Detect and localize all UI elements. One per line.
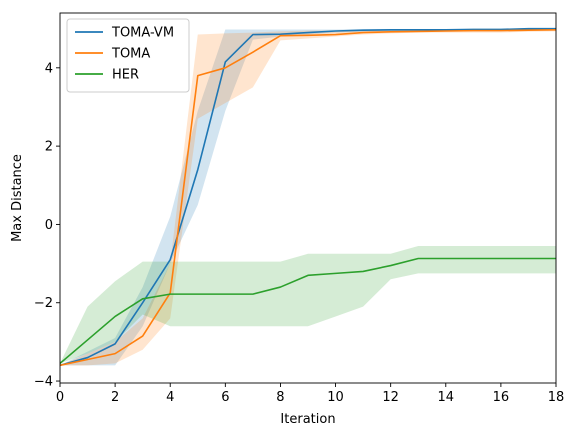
series-line-her bbox=[60, 257, 556, 365]
x-tick-label: 0 bbox=[56, 390, 64, 405]
series-line-toma-vm bbox=[60, 27, 556, 367]
x-tick-label: 14 bbox=[438, 390, 455, 405]
series-lines bbox=[60, 27, 556, 367]
series-line-toma bbox=[60, 29, 556, 367]
x-tick-label: 8 bbox=[276, 390, 284, 405]
x-tick-label: 12 bbox=[382, 390, 399, 405]
x-tick-label: 18 bbox=[548, 390, 565, 405]
y-tick-label: −2 bbox=[34, 296, 53, 311]
x-tick-label: 6 bbox=[221, 390, 229, 405]
legend-label-toma-vm: TOMA-VM bbox=[111, 26, 174, 41]
axes: 0 2 4 6 8 10 12 14 16 18 −4 −2 0 2 4 Iteration Max Dista… bbox=[10, 12, 565, 427]
confidence-bands bbox=[60, 28, 556, 366]
legend-label-her: HER bbox=[112, 68, 139, 83]
x-axis-label: Iteration bbox=[280, 412, 335, 427]
band-her bbox=[60, 245, 556, 364]
x-tick-label: 16 bbox=[493, 390, 510, 405]
y-tick-label: 0 bbox=[45, 218, 53, 233]
x-tick-label: 2 bbox=[111, 390, 119, 405]
y-axis-label: Max Distance bbox=[10, 154, 25, 242]
y-tick-label: −4 bbox=[34, 375, 53, 390]
y-tick-label: 4 bbox=[45, 61, 53, 76]
plot-frame bbox=[59, 12, 557, 384]
y-tick-label: 2 bbox=[45, 140, 53, 155]
legend-label-toma: TOMA bbox=[111, 47, 150, 62]
legend: TOMA-VM TOMA HER bbox=[66, 18, 190, 93]
x-tick-label: 4 bbox=[166, 390, 174, 405]
x-tick-label: 10 bbox=[327, 390, 344, 405]
